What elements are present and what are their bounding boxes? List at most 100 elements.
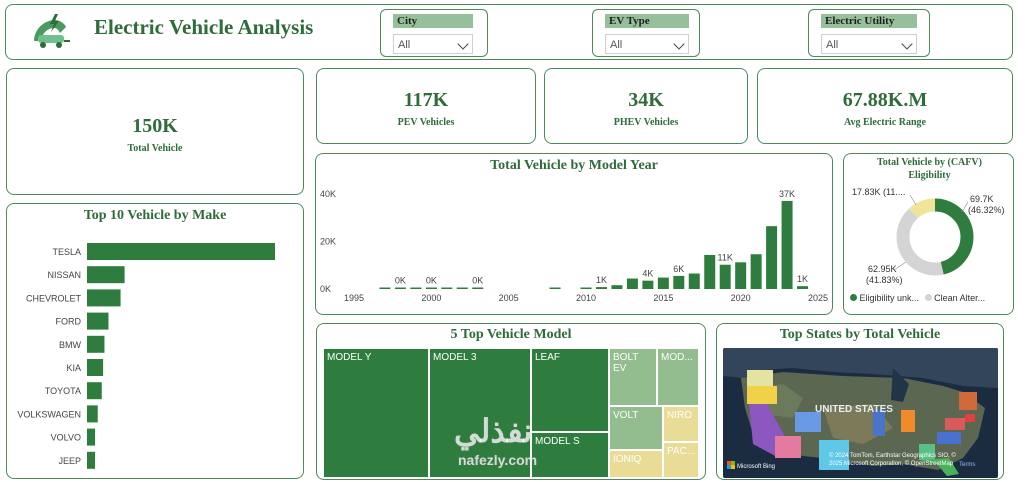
model-year-bar[interactable] bbox=[611, 285, 623, 289]
state-north-carolina[interactable] bbox=[937, 432, 961, 444]
x-tick-label: 2015 bbox=[653, 293, 673, 303]
state-new-york[interactable] bbox=[959, 392, 977, 410]
model-year-bar[interactable] bbox=[750, 254, 762, 289]
model-year-bar[interactable] bbox=[642, 280, 654, 289]
donut-segment[interactable] bbox=[896, 198, 974, 276]
make-bar[interactable] bbox=[87, 428, 96, 446]
make-bar[interactable] bbox=[87, 359, 104, 376]
make-bar[interactable] bbox=[87, 289, 121, 307]
treemap-bolt-ev[interactable]: BOLT EV bbox=[609, 348, 657, 406]
make-tick-label: JEEP bbox=[58, 456, 81, 466]
cafv-title: Total Vehicle by (CAFV) Eligibility bbox=[877, 157, 982, 181]
model-year-bar[interactable] bbox=[797, 286, 809, 289]
city-dropdown[interactable]: All bbox=[393, 34, 473, 54]
make-bar[interactable] bbox=[87, 266, 125, 284]
legend-dot-icon bbox=[924, 294, 932, 301]
total-vehicle-label: Total Vehicle bbox=[127, 143, 183, 154]
make-bar[interactable] bbox=[87, 312, 109, 330]
x-tick-label: 2010 bbox=[576, 293, 596, 303]
make-bar[interactable] bbox=[87, 335, 105, 353]
donut-label-b-pct: (41.83%) bbox=[866, 275, 903, 285]
state-virginia[interactable] bbox=[945, 418, 965, 430]
treemap-leaf[interactable]: LEAF bbox=[531, 348, 609, 432]
make-chart-card: Top 10 Vehicle by Make TESLA NISSAN CHEVRO… bbox=[6, 203, 304, 479]
model-year-bar[interactable] bbox=[626, 278, 638, 289]
state-maryland[interactable] bbox=[965, 414, 975, 422]
make-tick-label: VOLVO bbox=[51, 433, 81, 443]
model-year-data-label: 0K bbox=[426, 276, 437, 286]
treemap-model-s[interactable]: MODEL S bbox=[531, 432, 609, 478]
legend-item-eligibility[interactable]: Eligibility unk... bbox=[859, 293, 920, 303]
donut-label-b-value: 62.95K bbox=[868, 264, 897, 274]
ev-type-slicer[interactable]: EV Type All bbox=[592, 9, 700, 57]
model-year-data-label: 6K bbox=[673, 264, 684, 274]
treemap-niro[interactable]: NIRO bbox=[663, 406, 699, 442]
state-oregon[interactable] bbox=[747, 386, 777, 404]
treemap-mod[interactable]: MOD... bbox=[657, 348, 699, 406]
map-terms-link[interactable]: Terms bbox=[959, 462, 975, 468]
treemap-card: 5 Top Vehicle Model MODEL Y MODEL 3 LEAF… bbox=[316, 323, 706, 480]
us-states-map[interactable]: UNITED STATES Microsoft Bing © 2024 TomT… bbox=[723, 348, 998, 478]
donut-leader-line bbox=[909, 194, 917, 206]
pev-label: PEV Vehicles bbox=[397, 117, 455, 128]
model-year-data-label: 4K bbox=[642, 269, 653, 279]
model-year-data-label: 11K bbox=[718, 253, 733, 263]
state-georgia[interactable] bbox=[919, 444, 935, 460]
model-year-bar[interactable] bbox=[456, 287, 468, 290]
make-bar[interactable] bbox=[87, 382, 102, 400]
state-texas[interactable] bbox=[819, 440, 849, 470]
make-tick-label: FORD bbox=[56, 317, 82, 327]
state-colorado[interactable] bbox=[795, 412, 821, 432]
model-year-bar[interactable] bbox=[441, 287, 453, 290]
donut-label-a-value: 69.7K bbox=[970, 194, 994, 204]
total-vehicle-card: 150K Total Vehicle bbox=[6, 68, 304, 195]
model-year-bar[interactable] bbox=[704, 254, 716, 289]
legend-item-clean-alt[interactable]: Clean Alter... bbox=[934, 293, 986, 303]
model-year-data-label: 37K bbox=[779, 189, 795, 199]
model-year-bar[interactable] bbox=[394, 287, 406, 290]
state-illinois[interactable] bbox=[873, 410, 885, 436]
treemap-volt[interactable]: VOLT bbox=[609, 406, 663, 450]
model-year-bar[interactable] bbox=[657, 277, 669, 289]
states-map-title: Top States by Total Vehicle bbox=[779, 327, 941, 342]
electric-utility-slicer[interactable]: Electric Utility All bbox=[808, 9, 930, 57]
x-tick-label: 2020 bbox=[731, 293, 751, 303]
ev-type-dropdown[interactable]: All bbox=[605, 34, 689, 54]
model-year-bar[interactable] bbox=[673, 275, 685, 289]
model-year-card: Total Vehicle by Model Year 0K 20K 40K 1995… bbox=[315, 153, 833, 315]
x-tick-label: 2005 bbox=[499, 293, 519, 303]
pev-card: 117K PEV Vehicles bbox=[316, 68, 536, 144]
make-tick-label: TESLA bbox=[52, 247, 81, 257]
city-slicer[interactable]: City All bbox=[380, 9, 488, 57]
model-year-bar[interactable] bbox=[410, 287, 422, 290]
y-tick-label: 20K bbox=[320, 236, 336, 246]
model-year-bar[interactable] bbox=[472, 287, 484, 290]
state-ohio[interactable] bbox=[901, 410, 915, 432]
model-year-bar[interactable] bbox=[425, 287, 437, 290]
make-bar[interactable] bbox=[87, 243, 275, 260]
treemap-pac[interactable]: PAC... bbox=[663, 442, 699, 478]
donut-segment[interactable] bbox=[896, 198, 974, 276]
model-year-bar[interactable] bbox=[766, 226, 778, 289]
treemap-model-y[interactable]: MODEL Y bbox=[323, 348, 429, 478]
model-year-bar[interactable] bbox=[595, 287, 607, 289]
make-tick-label: VOLKSWAGEN bbox=[17, 409, 81, 419]
make-bar[interactable] bbox=[87, 405, 98, 423]
state-florida[interactable] bbox=[919, 458, 959, 476]
cafv-donut-chart bbox=[893, 194, 974, 276]
state-washington[interactable] bbox=[747, 370, 773, 386]
electric-utility-dropdown[interactable]: All bbox=[821, 34, 917, 54]
y-tick-label: 40K bbox=[320, 189, 336, 199]
model-year-bar[interactable] bbox=[735, 262, 747, 289]
treemap-ioniq[interactable]: IONIQ bbox=[609, 450, 663, 478]
electric-utility-slicer-label: Electric Utility bbox=[821, 14, 917, 28]
model-year-bar[interactable] bbox=[781, 200, 793, 289]
model-year-bar[interactable] bbox=[580, 287, 592, 290]
treemap-model-3[interactable]: MODEL 3 bbox=[429, 348, 531, 478]
state-arizona[interactable] bbox=[775, 436, 801, 458]
model-year-bar[interactable] bbox=[719, 264, 731, 289]
model-year-bar[interactable] bbox=[549, 287, 561, 290]
model-year-bar[interactable] bbox=[379, 287, 391, 290]
model-year-bar[interactable] bbox=[688, 273, 700, 289]
make-bar[interactable] bbox=[87, 451, 96, 469]
